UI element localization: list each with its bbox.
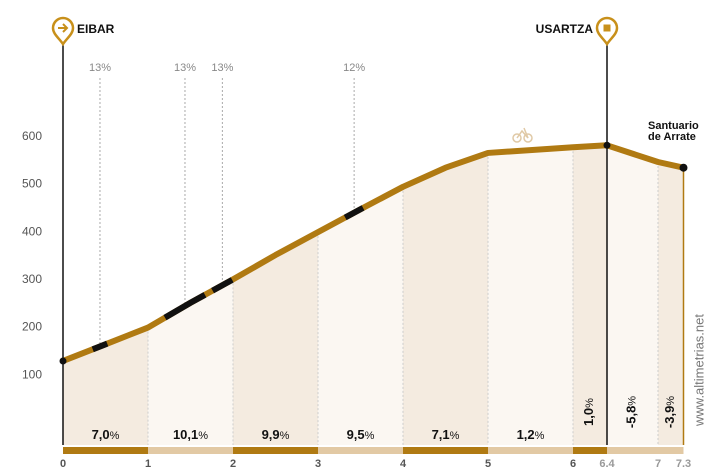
steep-label: 12% <box>343 62 365 74</box>
profile-band <box>403 152 488 446</box>
waypoint-dot <box>59 357 67 365</box>
waypoint-name: EIBAR <box>77 22 115 36</box>
grade-label: -5,8% <box>624 396 639 428</box>
x-tick-label: 7 <box>655 458 661 470</box>
grade-unit: % <box>626 396 638 406</box>
grade-number: 10,1 <box>173 427 198 442</box>
grade-number: 1,2 <box>517 427 535 442</box>
bike-icon <box>523 133 533 143</box>
grade-bar <box>63 447 148 454</box>
end-dot <box>679 163 688 172</box>
grade-bar <box>488 447 573 454</box>
grade-number: -5,8 <box>624 406 639 428</box>
grade-unit: % <box>110 430 120 442</box>
grade-bar <box>318 447 403 454</box>
y-tick-label: 300 <box>22 272 42 286</box>
grade-number: -3,9 <box>662 406 677 428</box>
profile-band <box>63 327 148 445</box>
grade-number: 9,5 <box>347 427 365 442</box>
steep-label: 13% <box>174 62 196 74</box>
profile-band <box>573 145 607 445</box>
x-tick-label: 5 <box>485 458 491 470</box>
steep-section <box>211 277 234 294</box>
grade-bar <box>607 447 658 454</box>
profile-band <box>607 145 658 445</box>
y-tick-label: 600 <box>22 129 42 143</box>
grade-unit: % <box>365 430 375 442</box>
grade-number: 9,9 <box>262 427 280 442</box>
y-tick-label: 100 <box>22 367 42 381</box>
grade-label: 7,1% <box>432 427 460 442</box>
grade-bar <box>233 447 318 454</box>
profile-band <box>488 147 573 445</box>
x-tick-label: 6 <box>570 458 576 470</box>
profile-band <box>233 232 318 445</box>
grade-number: 7,1 <box>432 427 450 442</box>
grade-unit: % <box>198 430 208 442</box>
grade-bar <box>148 447 233 454</box>
profile-band <box>658 162 684 445</box>
grade-bar <box>403 447 488 454</box>
waypoint-name: USARTZA <box>536 22 594 36</box>
grade-number: 1,0 <box>581 408 596 426</box>
x-tick-label: 6.4 <box>599 458 615 470</box>
grade-bar <box>573 447 607 454</box>
grade-label: 9,9% <box>262 427 290 442</box>
bike-icon <box>516 127 529 139</box>
y-tick-label: 200 <box>22 320 42 334</box>
steep-label: 13% <box>211 62 233 74</box>
y-tick-label: 500 <box>22 177 42 191</box>
steep-section <box>163 292 207 321</box>
grade-bar <box>658 447 684 454</box>
steep-section <box>91 340 109 353</box>
steep-section <box>343 205 365 221</box>
x-tick-label: 4 <box>400 458 407 470</box>
profile-band <box>318 186 403 446</box>
waypoint-stop <box>603 24 611 32</box>
grade-label: 7,0% <box>92 427 120 442</box>
profile-band <box>148 279 233 445</box>
watermark: www.altimetrias.net <box>691 314 706 427</box>
x-tick-label: 0 <box>60 458 66 470</box>
grade-label: 9,5% <box>347 427 375 442</box>
grade-unit: % <box>535 430 545 442</box>
waypoint-arrow <box>58 23 69 33</box>
grade-label: 10,1% <box>173 427 208 442</box>
grade-label: 1,0% <box>581 398 596 426</box>
grade-unit: % <box>450 430 460 442</box>
grade-unit: % <box>665 396 677 406</box>
grade-unit: % <box>280 430 290 442</box>
waypoint-dot <box>603 141 611 149</box>
x-tick-label: 7.3 <box>676 458 691 470</box>
grade-unit: % <box>584 398 596 408</box>
y-tick-label: 400 <box>22 224 42 238</box>
x-tick-label: 1 <box>145 458 151 470</box>
grade-label: -3,9% <box>662 396 677 428</box>
grade-number: 7,0 <box>92 427 110 442</box>
steep-label: 13% <box>89 62 111 74</box>
grade-label: 1,2% <box>517 427 545 442</box>
end-label: de Arrate <box>648 131 696 143</box>
bike-icon <box>512 133 522 143</box>
end-label: Santuario <box>648 120 699 132</box>
x-tick-label: 3 <box>315 458 321 470</box>
x-tick-label: 2 <box>230 458 236 470</box>
